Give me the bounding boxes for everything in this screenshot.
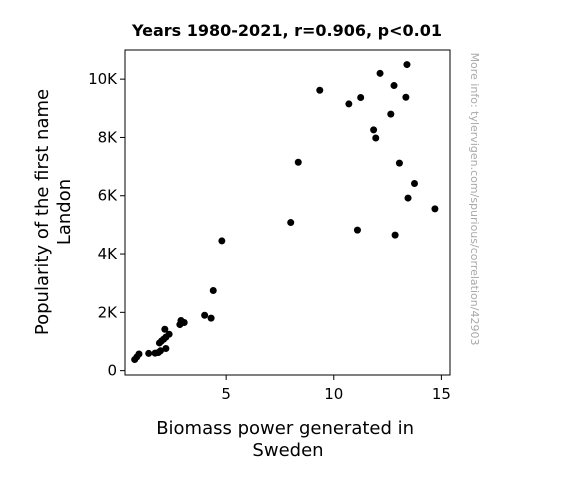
data-point [372, 134, 380, 142]
y-tick-label: 4K [98, 245, 119, 263]
data-point [162, 344, 170, 352]
y-tick-label: 8K [98, 128, 119, 146]
data-point [145, 349, 153, 357]
plot-area [124, 49, 451, 376]
data-point [165, 330, 173, 338]
plot-frame [124, 49, 451, 376]
y-axis-label: Popularity of the first name [32, 89, 53, 335]
data-point [357, 94, 365, 102]
y-tick-label: 2K [98, 303, 119, 321]
data-point [370, 126, 378, 134]
x-axis-label: Biomass power generated in Sweden [156, 418, 420, 461]
data-point [135, 350, 143, 358]
data-point [404, 194, 412, 202]
x-axis-label-line-2: Sweden [252, 440, 323, 461]
y-axis-label-line-2: Landon [54, 179, 75, 245]
x-axis-label-line-1: Biomass power generated in [156, 418, 414, 439]
data-point [294, 158, 302, 166]
chart-title: Years 1980-2021, r=0.906, p<0.01 [131, 21, 442, 40]
data-point [403, 61, 411, 69]
data-point [287, 219, 295, 227]
y-tick-label: 10K [88, 70, 118, 88]
data-point [353, 226, 361, 234]
y-axis-label-2: Landon [54, 179, 75, 245]
data-point [207, 314, 215, 322]
y-tick-label: 0 [107, 362, 117, 380]
data-point [391, 231, 399, 239]
data-point [157, 347, 165, 355]
data-point [201, 311, 209, 319]
x-tick-label: 10 [324, 385, 343, 403]
data-point [395, 159, 403, 167]
y-axis-label-line-1: Popularity of the first name [32, 89, 53, 335]
data-point [316, 86, 324, 94]
data-point [431, 205, 439, 213]
data-point [390, 82, 398, 90]
x-axis-ticks: 5 10 15 [221, 375, 451, 403]
data-point [161, 325, 169, 333]
x-tick-label: 15 [432, 385, 451, 403]
x-tick-label: 5 [221, 385, 231, 403]
data-point [376, 69, 384, 77]
data-markers [131, 61, 439, 364]
data-point [209, 286, 217, 294]
data-point [387, 110, 395, 118]
data-point [410, 180, 418, 187]
data-point [402, 93, 410, 101]
y-axis-ticks: 0 2K 4K 6K 8K 10K [88, 70, 125, 380]
data-point [180, 319, 188, 327]
data-point [218, 237, 226, 245]
y-tick-label: 6K [98, 187, 119, 205]
data-point [345, 100, 353, 108]
watermark-text: More info: tylervigen.com/spurious/corre… [468, 53, 481, 346]
